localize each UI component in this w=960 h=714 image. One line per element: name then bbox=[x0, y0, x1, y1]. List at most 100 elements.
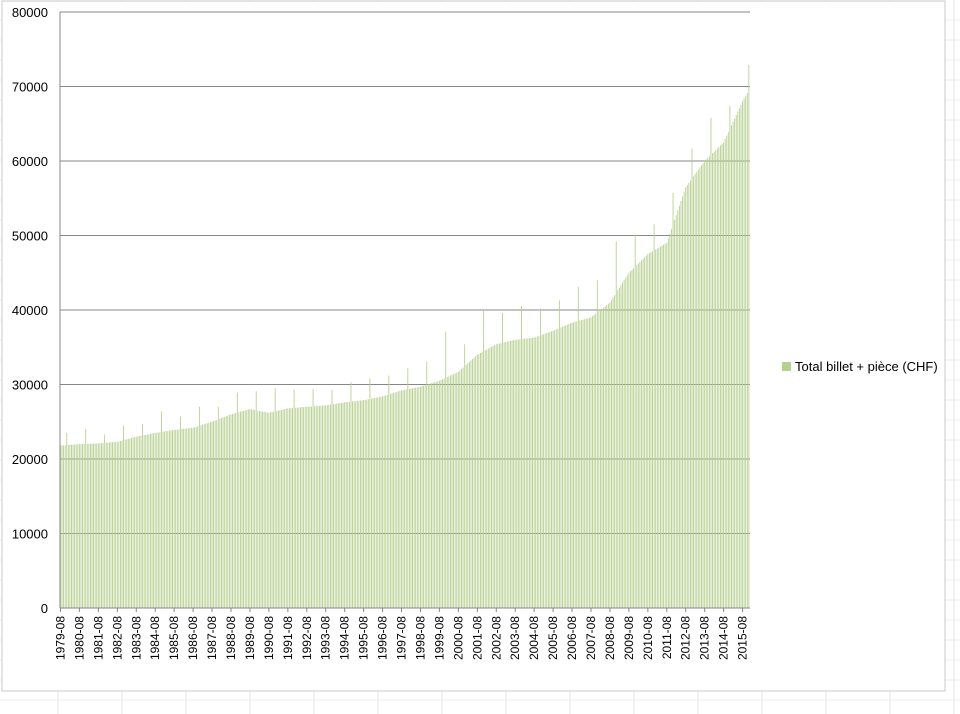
bar bbox=[596, 280, 598, 608]
bar bbox=[173, 429, 175, 608]
bar bbox=[693, 176, 695, 608]
bar bbox=[258, 410, 260, 608]
bar bbox=[378, 397, 380, 608]
bar bbox=[682, 196, 683, 608]
x-tick-label: 2007-08 bbox=[584, 616, 598, 660]
bar bbox=[650, 252, 652, 608]
x-tick-label: 1980-08 bbox=[72, 616, 86, 660]
bar bbox=[279, 410, 281, 608]
bar bbox=[476, 354, 478, 608]
bar bbox=[372, 398, 374, 608]
bar bbox=[390, 393, 391, 608]
bar bbox=[456, 372, 458, 608]
x-tick-label: 1996-08 bbox=[376, 616, 390, 660]
bar bbox=[159, 432, 161, 608]
bar bbox=[502, 312, 503, 608]
bar bbox=[652, 251, 653, 608]
bar bbox=[612, 297, 614, 608]
bar bbox=[320, 405, 322, 608]
bar bbox=[104, 434, 106, 608]
bar bbox=[240, 411, 241, 608]
bar bbox=[590, 317, 592, 608]
bar bbox=[77, 444, 79, 608]
bar bbox=[615, 241, 617, 608]
bar bbox=[88, 443, 90, 608]
bar bbox=[617, 290, 619, 608]
bar bbox=[547, 332, 549, 608]
bar bbox=[325, 405, 327, 608]
bar bbox=[647, 254, 649, 609]
bar bbox=[161, 411, 162, 608]
bar bbox=[153, 433, 155, 608]
bar bbox=[498, 343, 500, 608]
bar bbox=[446, 377, 448, 608]
x-tick-label: 1987-08 bbox=[205, 616, 219, 660]
bar bbox=[151, 433, 153, 608]
x-tick-label: 1981-08 bbox=[91, 616, 105, 660]
bar bbox=[715, 150, 717, 608]
bar bbox=[154, 432, 156, 608]
bar bbox=[304, 406, 306, 608]
y-tick-label: 80000 bbox=[12, 5, 48, 20]
x-tick-label: 2013-08 bbox=[698, 616, 712, 660]
bar bbox=[146, 434, 148, 608]
x-tick-label: 1993-08 bbox=[319, 616, 333, 660]
bar bbox=[200, 425, 202, 608]
bar bbox=[486, 349, 488, 608]
bar bbox=[323, 405, 325, 608]
bar bbox=[336, 403, 338, 608]
bar bbox=[72, 444, 74, 608]
bar bbox=[394, 392, 396, 608]
bar bbox=[431, 383, 432, 608]
bar bbox=[746, 93, 748, 608]
bar bbox=[243, 410, 245, 608]
bar bbox=[720, 145, 721, 609]
bar bbox=[235, 413, 237, 608]
bar bbox=[483, 310, 485, 608]
bar bbox=[288, 408, 290, 608]
bar bbox=[131, 437, 132, 608]
bar bbox=[438, 380, 440, 608]
bar bbox=[262, 411, 263, 608]
bar bbox=[172, 430, 173, 608]
bar bbox=[247, 409, 249, 608]
bar bbox=[661, 245, 663, 609]
bar bbox=[541, 334, 543, 608]
bar bbox=[742, 101, 743, 609]
bar bbox=[180, 416, 181, 608]
bar bbox=[322, 405, 323, 608]
bar bbox=[525, 338, 527, 608]
bar bbox=[167, 430, 169, 608]
bar bbox=[538, 335, 540, 608]
bar bbox=[639, 261, 641, 608]
bar bbox=[544, 333, 546, 608]
bar bbox=[738, 108, 740, 608]
bar bbox=[552, 330, 554, 608]
bar bbox=[121, 440, 123, 608]
x-tick-label: 2003-08 bbox=[508, 616, 522, 660]
bar bbox=[266, 412, 268, 608]
bar bbox=[285, 408, 287, 608]
bar bbox=[254, 410, 256, 608]
bar bbox=[192, 427, 194, 608]
bar bbox=[148, 434, 150, 608]
bar bbox=[360, 400, 361, 608]
bar bbox=[437, 381, 439, 608]
bar bbox=[216, 419, 218, 608]
bar bbox=[702, 163, 704, 609]
bar bbox=[295, 407, 297, 608]
bar bbox=[347, 402, 349, 608]
bar bbox=[263, 411, 265, 608]
bar bbox=[118, 441, 120, 608]
x-tick-label: 1988-08 bbox=[224, 616, 238, 660]
bar bbox=[412, 388, 413, 608]
legend-label: Total billet + pièce (CHF) bbox=[795, 359, 938, 374]
bar bbox=[138, 436, 140, 608]
bar bbox=[424, 385, 426, 608]
bar bbox=[510, 340, 511, 608]
y-tick-label: 40000 bbox=[12, 303, 48, 318]
bar bbox=[137, 436, 139, 608]
bar bbox=[363, 400, 365, 608]
bar bbox=[495, 344, 497, 608]
